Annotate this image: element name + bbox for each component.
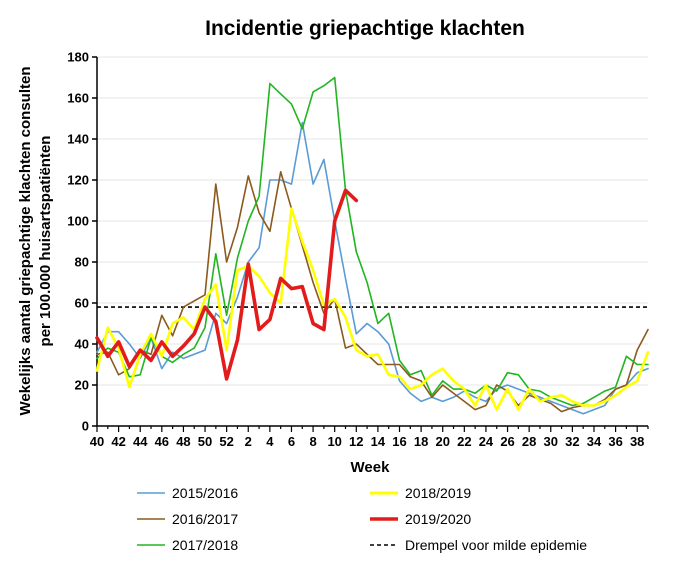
legend-label: 2015/2016 [172,485,238,501]
x-tick-label: 52 [219,434,233,449]
x-tick-label: 36 [608,434,622,449]
legend-label: 2019/2020 [405,511,471,527]
y-tick-label: 100 [67,214,89,229]
x-tick-label: 50 [198,434,212,449]
x-tick-label: 2 [245,434,252,449]
y-tick-label: 180 [67,50,89,65]
legend-label: 2017/2018 [172,537,238,553]
x-tick-label: 16 [392,434,406,449]
legend-label: 2018/2019 [405,485,471,501]
x-tick-label: 24 [479,434,494,449]
x-tick-label: 34 [587,434,602,449]
x-tick-label: 42 [111,434,125,449]
x-tick-label: 18 [414,434,428,449]
x-tick-label: 12 [349,434,363,449]
x-axis-title: Week [351,459,391,476]
x-tick-label: 26 [500,434,514,449]
series-line-2019-2020 [95,188,359,381]
series-line-2016-2017 [96,171,649,413]
y-tick-label: 160 [67,91,89,106]
x-tick-label: 22 [457,434,471,449]
legend-label: Drempel voor milde epidemie [405,537,587,553]
y-tick-label: 80 [75,255,89,270]
legend: 2015/2016 2018/2019 2016/2017 2019/2020 2017… [137,485,587,553]
series-line-2015-2016 [96,121,649,415]
y-tick-label: 140 [67,132,89,147]
x-tick-label: 20 [435,434,449,449]
x-tick-label: 8 [309,434,316,449]
series-line-2017-2018 [96,76,649,407]
x-tick-label: 28 [522,434,536,449]
y-tick-label: 120 [67,173,89,188]
y-tick-label: 60 [75,296,89,311]
y-tick-label: 40 [75,337,89,352]
legend-label: 2016/2017 [172,511,238,527]
y-axis-title-line1: Wekelijks aantal griepachtige klachten c… [17,66,34,415]
x-tick-label: 14 [371,434,386,449]
chart-title: Incidentie griepachtige klachten [205,17,525,40]
x-tick-label: 40 [90,434,104,449]
y-axis: 0 20 40 60 80 100 120 140 160 180 [67,50,98,434]
x-tick-label: 10 [327,434,341,449]
x-tick-label: 48 [176,434,190,449]
x-axis: 40 42 44 46 48 50 52 2 4 6 8 10 12 14 16 18 20 22 24 26 28 30… [90,425,649,449]
x-tick-label: 6 [288,434,295,449]
y-tick-label: 20 [75,378,89,393]
x-tick-label: 32 [565,434,579,449]
x-tick-label: 30 [544,434,558,449]
gridlines [97,56,648,386]
y-axis-title-line2: per 100.000 huisartspatiënten [37,136,54,347]
x-tick-label: 4 [266,434,274,449]
x-tick-label: 46 [155,434,169,449]
series-lines [95,76,650,415]
x-tick-label: 38 [630,434,644,449]
series-line-2018-2019 [95,207,650,411]
y-tick-label: 0 [82,419,89,434]
x-tick-label: 44 [133,434,148,449]
